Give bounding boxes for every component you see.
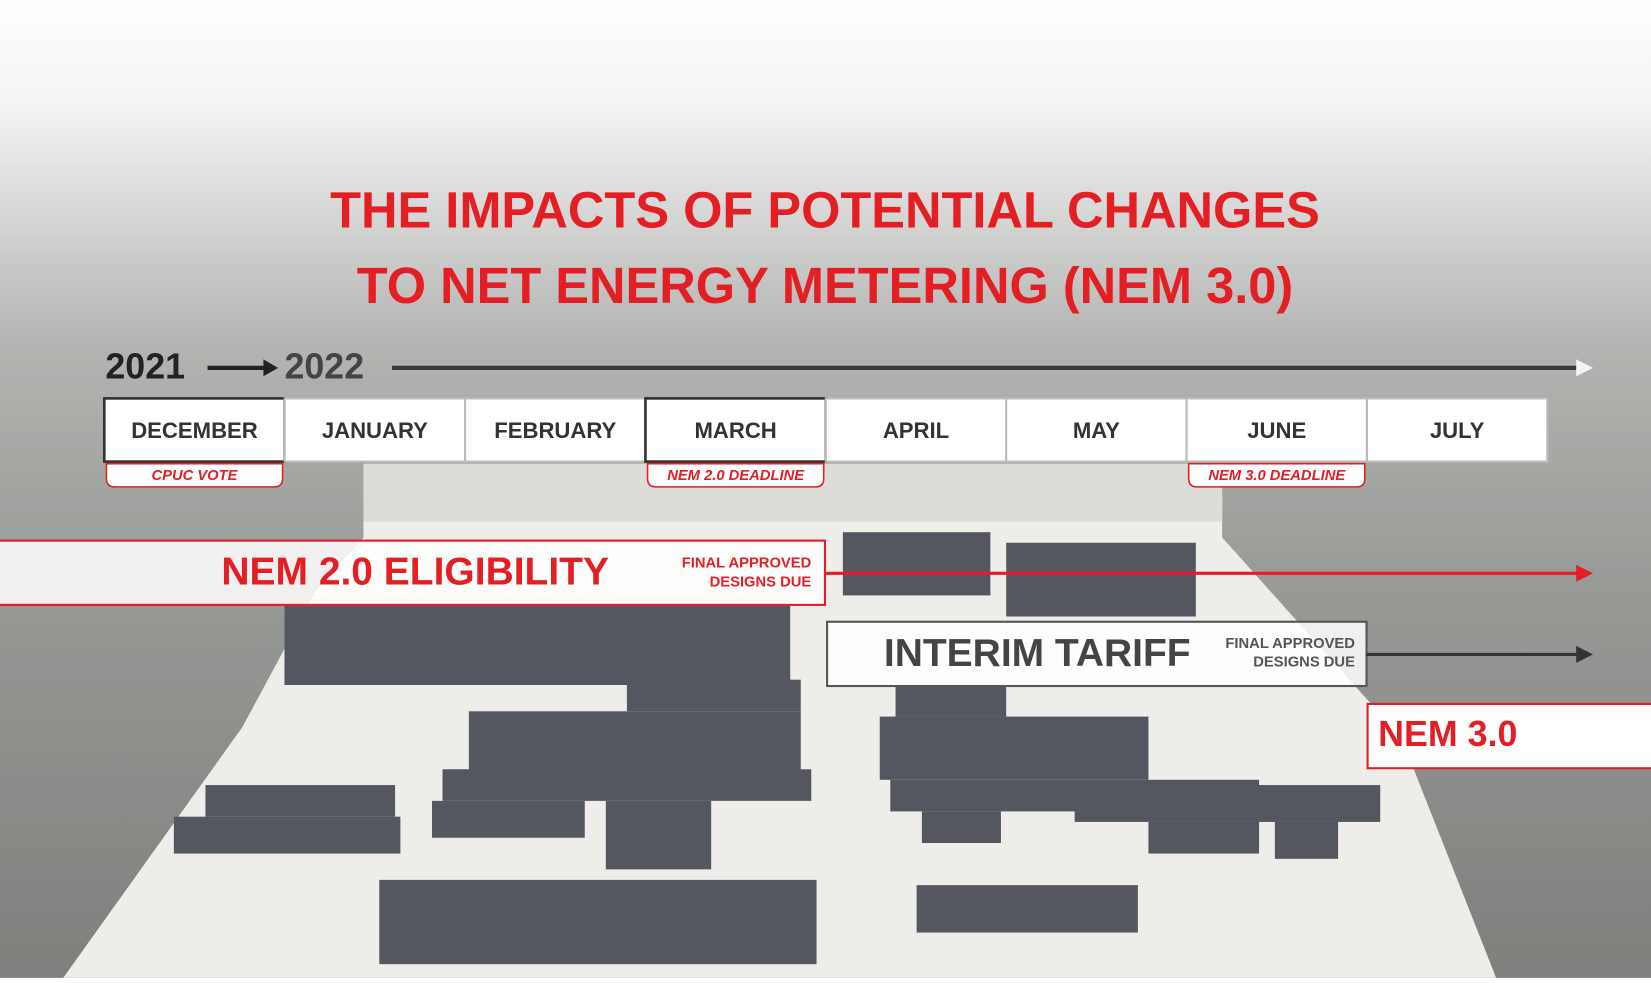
month-box — [283, 397, 467, 463]
phase-arrow-head — [1576, 645, 1594, 663]
month-box — [464, 397, 647, 463]
phase-note: FINAL APPROVED — [682, 556, 812, 572]
phase-bar — [1366, 702, 1651, 770]
phase-name: INTERIM TARIFF — [884, 632, 1191, 675]
milestone-label: NEM 3.0 DEADLINE — [1208, 468, 1346, 484]
month-box — [644, 397, 828, 463]
phase-arrow-head — [1576, 564, 1594, 582]
phase-note: DESIGNS DUE — [1253, 655, 1355, 671]
month-label: JUNE — [1247, 418, 1306, 443]
month-label: MAY — [1073, 418, 1120, 443]
year-arrow-head — [263, 359, 279, 377]
month-box — [1365, 397, 1549, 463]
month-box — [1005, 397, 1188, 463]
month-label: MARCH — [694, 418, 776, 443]
month-label: JANUARY — [322, 418, 428, 443]
phase-bar — [0, 539, 827, 606]
month-label: JULY — [1430, 418, 1485, 443]
phase-bar — [826, 620, 1368, 688]
phase-name: NEM 2.0 ELIGIBILITY — [221, 551, 609, 594]
phase-name: NEM 3.0 — [1378, 714, 1517, 754]
month-label: FEBRUARY — [494, 418, 616, 443]
year: 2021 — [105, 346, 185, 386]
phase-note: DESIGNS DUE — [710, 575, 812, 591]
title-line: TO NET ENERGY METERING (NEM 3.0) — [357, 257, 1293, 314]
year: 2022 — [284, 346, 364, 386]
month-label: DECEMBER — [131, 418, 258, 443]
milestone-tag — [646, 462, 825, 488]
title-line: THE IMPACTS OF POTENTIAL CHANGES — [330, 181, 1320, 238]
milestone-label: CPUC VOTE — [151, 468, 238, 484]
timeline-arrow-head — [1576, 359, 1594, 377]
timeline: THE IMPACTS OF POTENTIAL CHANGES TO NET E… — [0, 181, 1651, 770]
milestone-label: NEM 2.0 DEADLINE — [667, 468, 805, 484]
milestone-tag — [1187, 462, 1366, 488]
month-box — [1185, 397, 1369, 463]
phase-note: FINAL APPROVED — [1225, 636, 1355, 652]
milestone-tag — [105, 462, 284, 488]
month-label: APRIL — [883, 418, 949, 443]
